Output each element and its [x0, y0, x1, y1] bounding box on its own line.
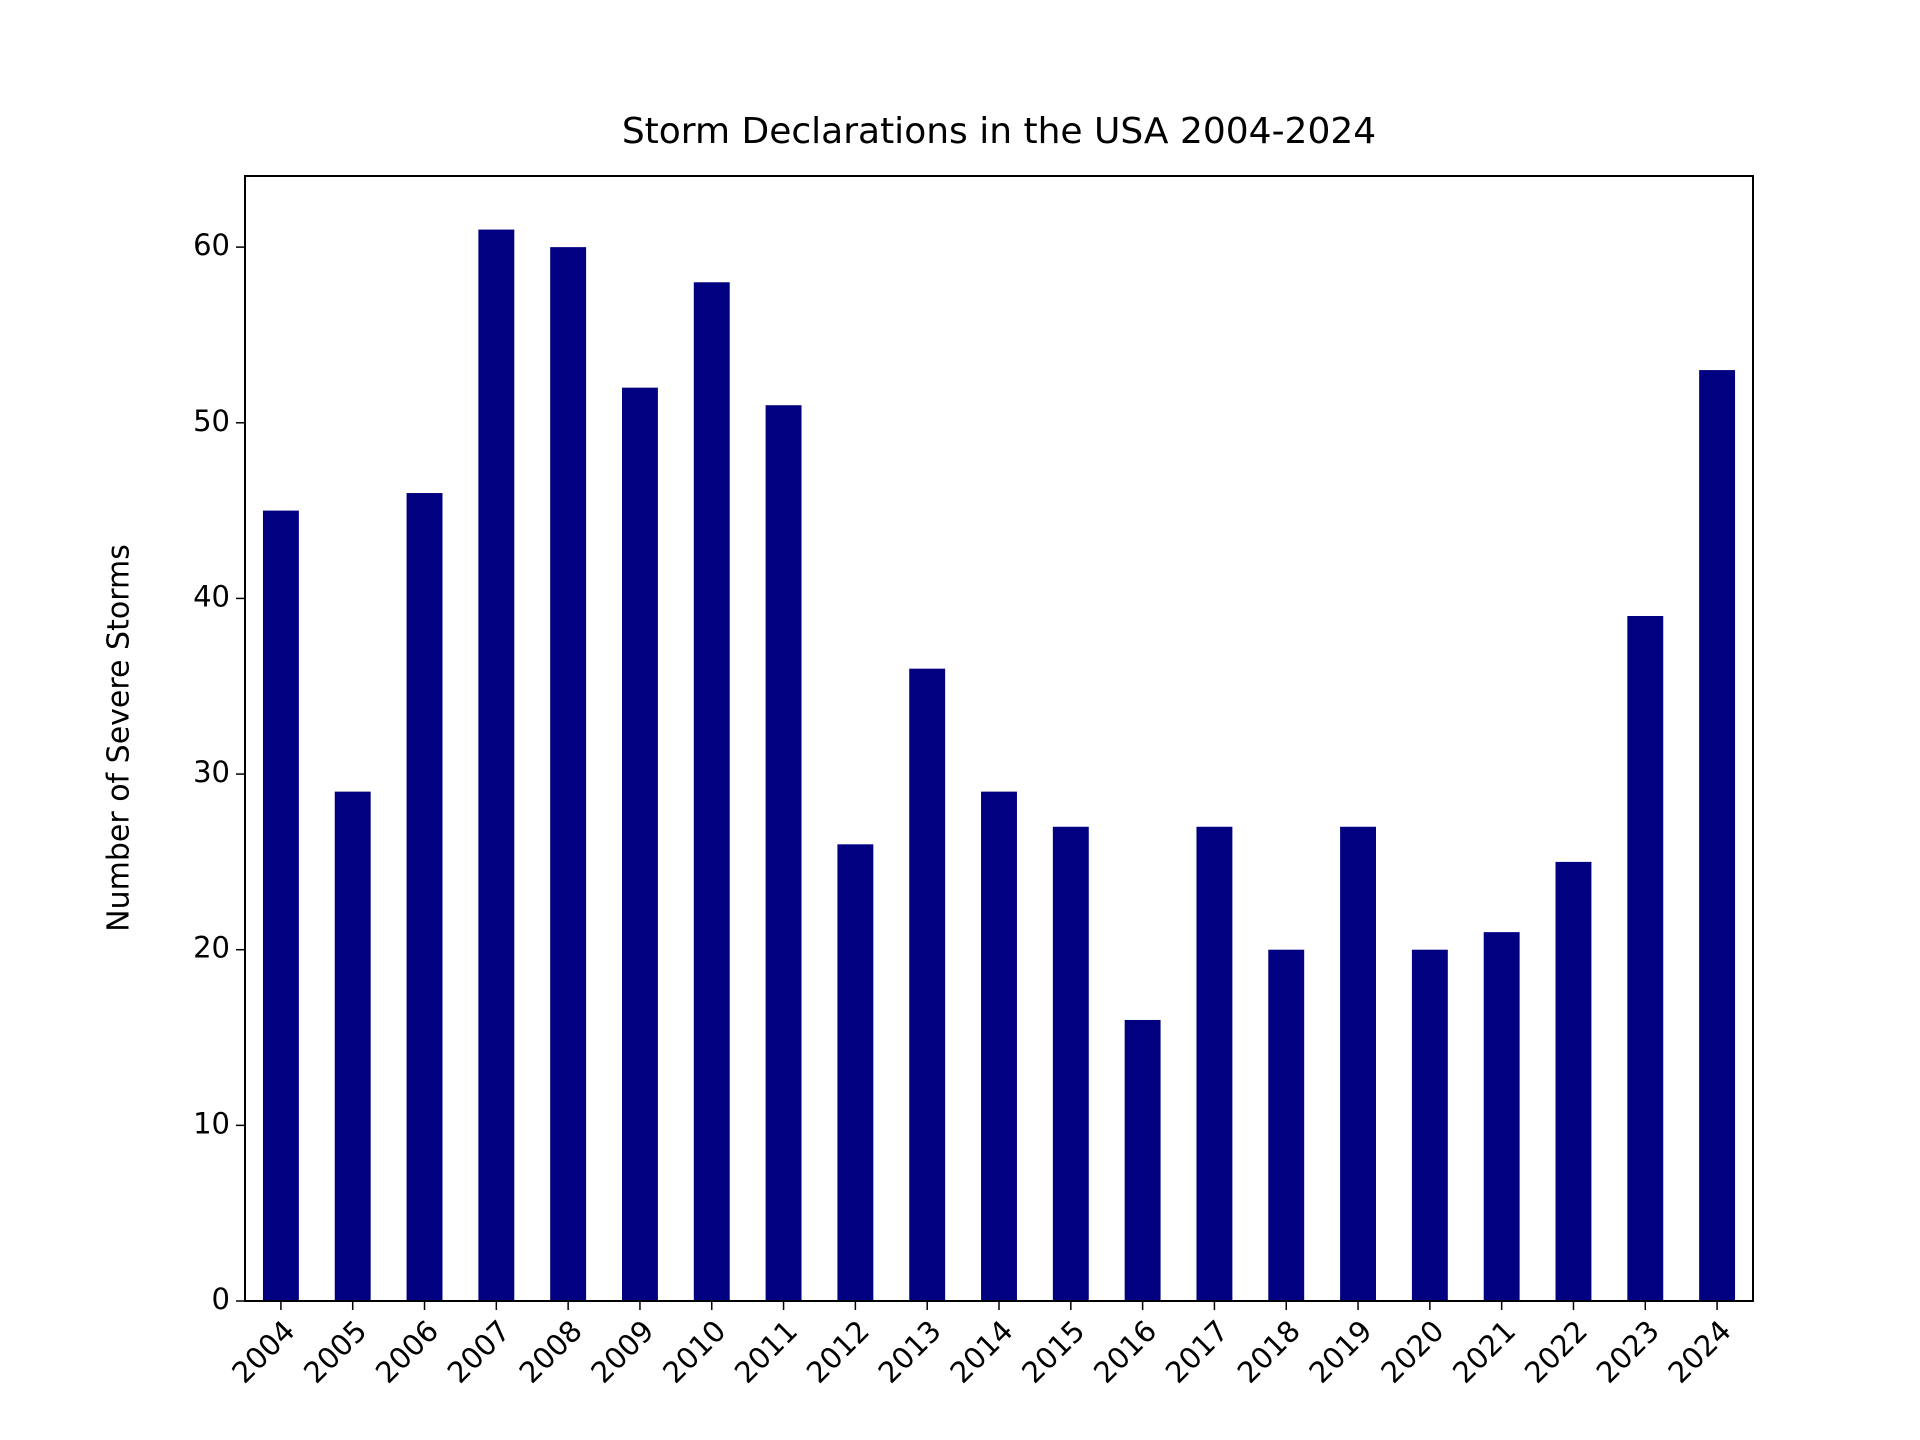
bar — [550, 247, 587, 1301]
bar — [622, 387, 658, 1301]
bar — [1555, 861, 1592, 1301]
bar — [1627, 615, 1664, 1301]
bar — [334, 791, 371, 1301]
x-tick-label: 2007 — [441, 1314, 517, 1390]
bar — [765, 405, 802, 1301]
bar — [909, 668, 946, 1301]
x-tick-label: 2022 — [1518, 1314, 1594, 1390]
bar — [1340, 826, 1376, 1301]
bar — [478, 229, 515, 1302]
y-tick-label: 40 — [193, 579, 230, 613]
y-axis-label: Number of Severe Storms — [102, 544, 137, 932]
chart-title: Storm Declarations in the USA 2004-2024 — [622, 111, 1376, 152]
y-tick-label: 10 — [193, 1106, 230, 1140]
x-tick-label: 2017 — [1159, 1314, 1235, 1390]
bar — [1483, 932, 1520, 1301]
y-tick-label: 50 — [193, 404, 230, 438]
x-tick-label: 2013 — [872, 1314, 948, 1390]
y-tick-label: 60 — [193, 228, 230, 262]
bar — [1052, 826, 1089, 1301]
bar — [981, 791, 1017, 1301]
x-tick-label: 2020 — [1374, 1314, 1450, 1390]
x-tick-label: 2018 — [1231, 1314, 1307, 1390]
bar — [693, 282, 730, 1301]
bar — [837, 844, 874, 1301]
x-tick-label: 2024 — [1661, 1314, 1737, 1390]
x-tick-label: 2019 — [1302, 1314, 1378, 1390]
x-tick-label: 2008 — [513, 1314, 589, 1390]
x-tick-label: 2012 — [800, 1314, 876, 1390]
x-tick-label: 2005 — [297, 1314, 373, 1390]
x-tick-label: 2011 — [728, 1314, 804, 1390]
y-tick-label: 30 — [193, 755, 230, 789]
bar — [1196, 826, 1233, 1301]
bar — [1124, 1019, 1161, 1301]
x-tick-label: 2010 — [656, 1314, 732, 1390]
x-tick-label: 2021 — [1446, 1314, 1522, 1390]
x-tick-label: 2006 — [369, 1314, 445, 1390]
y-tick-label: 0 — [212, 1282, 230, 1316]
x-tick-label: 2023 — [1590, 1314, 1666, 1390]
x-tick-label: 2015 — [1015, 1314, 1091, 1390]
bar — [1699, 370, 1736, 1301]
bar — [262, 510, 299, 1301]
bar — [1411, 949, 1448, 1301]
bar — [1268, 949, 1305, 1301]
x-tick-label: 2016 — [1087, 1314, 1163, 1390]
bar — [406, 493, 443, 1301]
y-tick-label: 20 — [193, 931, 230, 965]
x-tick-label: 2014 — [943, 1314, 1019, 1390]
plot-frame — [244, 175, 1754, 1302]
x-tick-label: 2009 — [584, 1314, 660, 1390]
x-tick-label: 2004 — [225, 1314, 301, 1390]
